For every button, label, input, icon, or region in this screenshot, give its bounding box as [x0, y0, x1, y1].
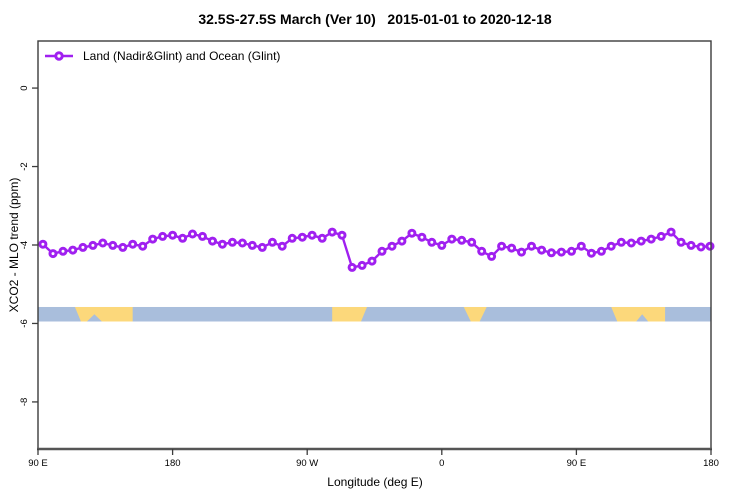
data-point-marker — [596, 246, 606, 256]
data-point-marker — [237, 238, 247, 248]
data-point-marker — [696, 242, 706, 252]
data-point-marker — [527, 241, 536, 251]
data-point-marker — [48, 249, 58, 259]
data-point-marker — [78, 242, 88, 252]
data-point-marker — [636, 236, 646, 246]
data-point-marker — [108, 240, 118, 250]
data-point-marker — [327, 227, 337, 237]
land-segment — [463, 306, 487, 322]
x-tick-label: 90 E — [567, 458, 587, 469]
x-tick-label: 90 W — [296, 458, 318, 469]
x-tick-label: 90 E — [28, 458, 48, 469]
data-point-marker — [257, 242, 267, 252]
x-tick-label: 180 — [165, 458, 181, 469]
data-point-marker — [337, 230, 347, 240]
x-tick-label: 0 — [439, 458, 444, 469]
x-tick-label: 180 — [703, 458, 719, 469]
data-point-marker — [377, 246, 387, 256]
data-point-marker — [586, 248, 596, 258]
data-point-marker — [158, 231, 168, 241]
data-point-marker — [646, 234, 656, 244]
data-point-marker — [387, 241, 397, 251]
y-tick-label: -6 — [19, 319, 30, 327]
legend: Land (Nadir&Glint) and Ocean (Glint) — [44, 48, 280, 64]
data-point-marker — [606, 241, 616, 251]
data-point-marker — [537, 245, 547, 255]
data-point-marker — [497, 241, 507, 251]
data-point-marker — [208, 236, 217, 246]
data-point-marker — [217, 239, 227, 249]
data-point-marker — [686, 240, 696, 250]
data-point-marker — [98, 238, 108, 248]
data-point-marker — [467, 237, 477, 247]
ocean-notch — [86, 314, 102, 322]
data-point-marker — [317, 233, 327, 243]
data-point-marker — [397, 236, 407, 246]
land-segment — [611, 306, 666, 322]
land-segment — [74, 306, 133, 322]
data-point-marker — [487, 251, 497, 261]
data-point-marker — [427, 237, 437, 247]
data-point-marker — [357, 260, 367, 270]
data-point-marker — [38, 239, 48, 249]
data-point-marker — [247, 240, 257, 250]
data-point-marker — [297, 232, 307, 242]
data-point-marker — [666, 227, 676, 237]
data-point-marker — [58, 246, 68, 256]
data-point-marker — [556, 247, 566, 257]
data-point-marker — [148, 234, 158, 244]
data-point-marker — [437, 240, 447, 250]
data-point-marker — [507, 243, 517, 253]
data-point-marker — [576, 241, 586, 251]
data-point-marker — [128, 239, 138, 249]
data-point-marker — [118, 242, 128, 252]
ocean-strip — [38, 306, 711, 322]
y-tick-label: -4 — [19, 241, 30, 249]
x-axis-title: Longitude (deg E) — [327, 475, 423, 489]
y-tick-label: -8 — [19, 398, 30, 406]
data-point-marker — [546, 248, 556, 258]
data-point-marker — [626, 238, 636, 248]
data-point-marker — [676, 237, 686, 247]
data-point-marker — [68, 245, 78, 255]
data-point-marker — [188, 229, 197, 239]
data-point-marker — [705, 241, 715, 251]
data-point-marker — [227, 237, 237, 247]
data-point-marker — [287, 233, 297, 243]
legend-series-key-icon — [45, 51, 73, 61]
data-point-marker — [407, 228, 417, 238]
data-point-marker — [367, 256, 377, 266]
y-tick-label: 0 — [19, 85, 30, 90]
data-point-marker — [88, 240, 98, 250]
data-point-marker — [517, 247, 526, 257]
land-segment — [332, 306, 368, 322]
data-point-marker — [138, 241, 148, 251]
data-point-marker — [198, 231, 207, 241]
data-point-marker — [567, 246, 576, 256]
ocean-notch — [636, 314, 649, 322]
data-point-marker — [477, 246, 487, 256]
data-point-marker — [447, 234, 457, 244]
y-tick-label: -2 — [19, 162, 30, 170]
data-point-marker — [168, 230, 178, 240]
data-point-marker — [307, 230, 317, 240]
legend-series-label: Land (Nadir&Glint) and Ocean (Glint) — [83, 49, 281, 63]
data-point-marker — [656, 231, 666, 241]
data-point-marker — [277, 241, 287, 251]
data-point-marker — [417, 232, 427, 242]
data-point-marker — [267, 237, 277, 247]
data-point-marker — [616, 237, 626, 247]
data-point-marker — [178, 233, 188, 243]
data-point-marker — [347, 262, 357, 272]
data-point-marker — [457, 235, 467, 245]
chart-title: 32.5S-27.5S March (Ver 10) 2015-01-01 to… — [198, 11, 552, 27]
y-axis-title: XCO2 - MLO trend (ppm) — [7, 177, 21, 313]
